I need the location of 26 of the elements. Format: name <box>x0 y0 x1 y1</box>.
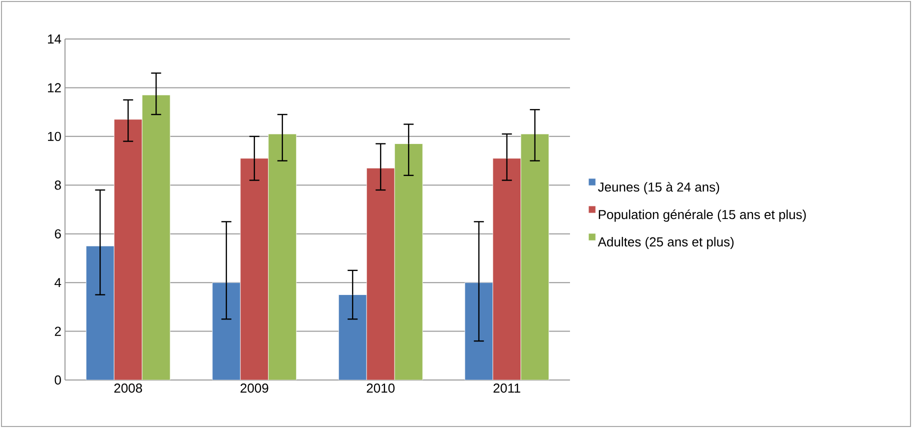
bar <box>366 168 395 380</box>
x-tick-label: 2009 <box>240 384 268 393</box>
legend-label: Population générale (15 ans et plus) <box>598 209 806 222</box>
bar <box>268 134 297 380</box>
y-tick-label: 14 <box>48 34 62 44</box>
x-tick-label: 2010 <box>366 384 395 393</box>
x-tick-label: 2011 <box>494 384 520 393</box>
x-tick-label: 2008 <box>114 384 142 393</box>
y-tick-label: 8 <box>54 180 61 190</box>
y-tick-label: 0 <box>54 375 61 385</box>
y-tick-label: 4 <box>54 278 62 288</box>
bar <box>114 119 142 380</box>
bar <box>142 94 170 380</box>
bar <box>212 282 241 380</box>
y-tick-label: 12 <box>48 83 61 92</box>
bar <box>520 134 550 380</box>
y-tick-label: 2 <box>54 326 61 336</box>
y-tick-label: 6 <box>54 229 61 238</box>
legend-label: Jeunes (15 à 24 ans) <box>598 182 720 194</box>
legend-label: Adultes (25 ans et plus) <box>598 236 734 250</box>
bar <box>492 158 522 380</box>
y-tick-label: 10 <box>48 132 61 142</box>
bar <box>240 158 269 380</box>
bar <box>394 144 423 380</box>
bar <box>86 246 114 380</box>
bar <box>338 294 367 380</box>
